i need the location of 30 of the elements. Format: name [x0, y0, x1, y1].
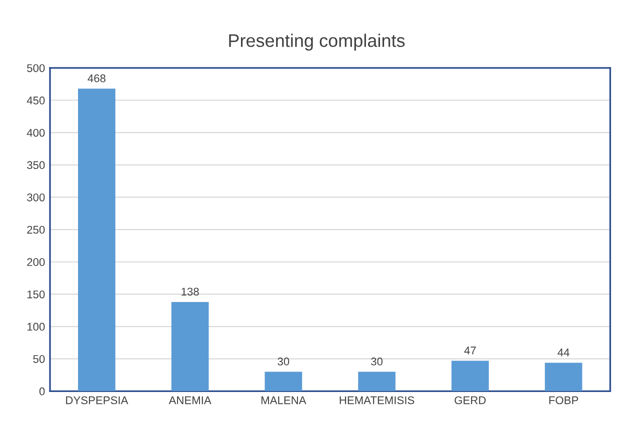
- x-tick-label: GERD: [454, 396, 486, 404]
- y-tick-label: 500: [27, 64, 45, 72]
- y-tick-label: 350: [27, 161, 45, 170]
- y-tick-label: 400: [26, 128, 45, 137]
- x-tick-label: DYSPEPSIA: [66, 396, 128, 404]
- bar: [358, 372, 396, 392]
- y-tick-label: 300: [27, 193, 45, 202]
- data-label: 47: [464, 346, 476, 354]
- y-tick-label: 150: [27, 290, 45, 298]
- data-label: 44: [558, 348, 570, 356]
- y-tick-label: 50: [33, 355, 45, 363]
- y-tick-label: 0: [39, 387, 45, 396]
- y-tick-label: 200: [27, 258, 45, 266]
- data-label: 468: [88, 74, 106, 82]
- bar: [451, 360, 489, 392]
- data-label: 138: [182, 288, 199, 296]
- bar: [264, 372, 302, 392]
- y-tick-label: 100: [27, 322, 45, 331]
- bar: [171, 302, 209, 392]
- x-tick-label: MALENA: [261, 396, 306, 404]
- y-tick-label: 250: [27, 226, 45, 234]
- x-tick-label: HEMATEMISIS: [340, 396, 414, 404]
- bar: [544, 362, 582, 392]
- x-tick-label: ANEMIA: [168, 396, 212, 404]
- x-tick-label: FOBP: [549, 396, 578, 404]
- chart-title: Presenting complaints: [229, 34, 405, 51]
- bar: [78, 88, 116, 392]
- data-label: 30: [278, 358, 290, 366]
- data-label: 30: [371, 358, 383, 366]
- y-tick-label: 450: [26, 96, 45, 104]
